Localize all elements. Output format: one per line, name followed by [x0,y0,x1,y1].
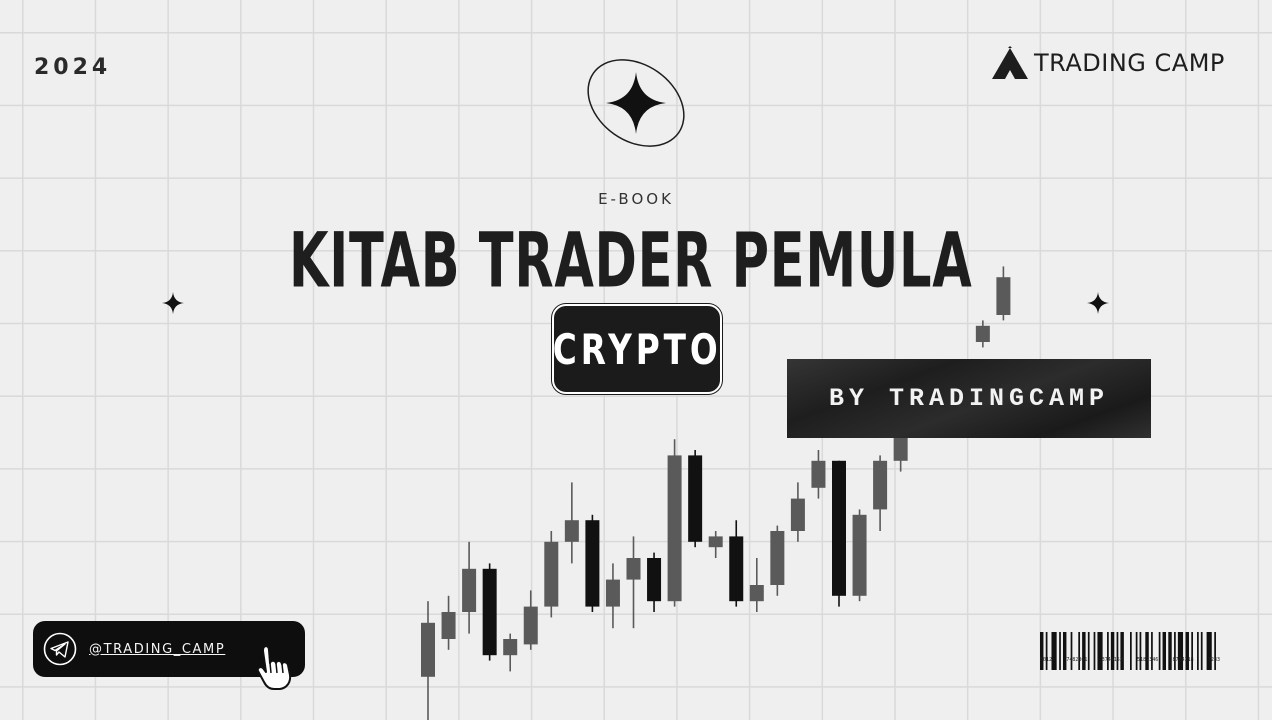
page-title: KITAB TRADER PEMULA [192,217,1070,305]
barcode-digit-group: 3744153 [1101,657,1123,663]
barcode-bar [1078,632,1081,670]
barcode-bar [1177,632,1184,670]
barcode-bar [1214,632,1216,670]
barcode-bar [1168,632,1172,670]
barcode-bar [1162,632,1166,670]
candle-body [441,612,456,639]
barcode-digits: 0012 7482361 3744153 5182346 8774318 7233 [1040,657,1220,663]
barcode-bar [1130,632,1132,670]
barcode-bar [1135,632,1138,670]
barcode-bar [1045,632,1048,670]
barcode-bar [1151,632,1153,670]
barcode-digit-group: 7482361 [1066,657,1088,663]
barcode-bar [1082,632,1086,670]
candle-body [770,531,785,585]
candle-body [832,460,846,596]
barcode-bar [1093,632,1096,670]
candle-body [647,558,662,602]
candle-body [729,536,744,602]
brand-name: TRADING CAMP [1034,49,1225,77]
barcode-bar [1206,632,1212,670]
pointing-hand-icon [256,645,292,690]
candle-body [667,455,682,602]
crypto-badge-label: CRYPTO [552,324,722,374]
candle-body [790,498,805,531]
telegram-handle[interactable]: @TRADING_CAMP [89,641,226,657]
candle-body [811,460,826,488]
ebook-kicker: E-BOOK [598,190,674,208]
candle-body [605,579,620,607]
candle-body [462,568,477,612]
barcode-icon [1040,632,1216,670]
candle-body [852,514,867,596]
candle-body [975,325,990,342]
barcode-bar [1200,632,1203,670]
barcode-bar [1145,632,1149,670]
barcode-bar [1185,632,1189,670]
year-label: 2024 [34,55,112,80]
candle-body [564,520,579,542]
author-banner: BY TRADINGCAMP [787,359,1151,438]
candle-body [688,455,703,542]
candle-body [708,536,723,548]
barcode-bar [1051,632,1057,670]
barcode-bar [1110,632,1115,670]
candle-body [544,541,559,607]
camp-tent-logo-icon [992,46,1028,79]
telegram-icon [43,632,77,666]
brand-logo: TRADING CAMP [990,46,1225,80]
crypto-badge: CRYPTO [552,304,722,394]
barcode-bar [1120,632,1124,670]
candle-body [996,277,1011,315]
sparkle-icon [162,292,184,314]
barcode-bar [1116,632,1119,670]
candle-body [585,520,600,607]
barcode-bar [1087,632,1090,670]
sparkle-icon [1087,292,1109,314]
barcode-bar [1107,632,1109,670]
barcode-digit-group: 0012 [1040,657,1053,663]
barcode-bar [1191,632,1193,670]
barcode-bar [1139,632,1142,670]
barcode-bar [1040,632,1044,670]
page-title-text: KITAB TRADER PEMULA [289,217,973,305]
barcode-bar [1197,632,1199,670]
author-banner-text: BY TRADINGCAMP [828,384,1110,413]
sparkle-orbit-icon [587,59,685,147]
candle-body [626,558,641,580]
candle-body [873,460,888,510]
barcode-bar [1097,632,1103,670]
barcode-bar [1059,632,1061,670]
barcode-digit-group: 8774318 [1172,657,1194,663]
barcode-bar [1070,632,1073,670]
candle-body [482,568,497,656]
barcode-bar [1174,632,1176,670]
barcode-bar [1158,632,1161,670]
barcode-digit-group: 7233 [1207,657,1220,663]
barcode-digit-group: 5182346 [1137,657,1159,663]
candle-body [749,585,764,602]
candle-body [523,606,538,645]
candle-body [503,639,518,656]
candle-body [421,622,435,677]
barcode-bar [1062,632,1067,670]
